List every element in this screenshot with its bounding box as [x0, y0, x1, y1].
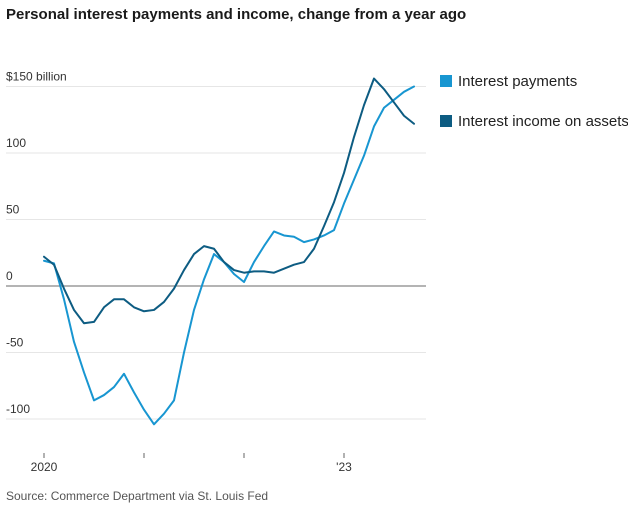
y-axis-tick-labels: $150 billion 100 50 0 -50 -100 [6, 70, 67, 417]
y-tick-label: 100 [6, 136, 26, 150]
legend: Interest payments Interest income on asse… [440, 73, 628, 130]
legend-swatch [440, 75, 452, 87]
x-tick-label: '23 [336, 460, 352, 474]
chart-title: Personal interest payments and income, c… [6, 6, 467, 23]
series-lines [43, 77, 415, 426]
x-tick-label: 2020 [31, 460, 58, 474]
y-tick-label: -100 [6, 402, 30, 416]
x-axis [43, 453, 345, 458]
x-axis-tick-labels: 2020 '23 [31, 460, 352, 474]
gridlines [6, 86, 426, 420]
y-tick-label: 0 [6, 269, 13, 283]
y-tick-label: $150 billion [6, 70, 67, 84]
legend-label: Interest payments [458, 73, 577, 90]
series-line-interest-income [43, 77, 415, 325]
y-tick-label: -50 [6, 336, 24, 350]
y-tick-label: 50 [6, 203, 20, 217]
source-note: Source: Commerce Department via St. Loui… [6, 489, 269, 503]
legend-label: Interest income on assets [458, 113, 628, 130]
legend-swatch [440, 115, 452, 127]
series-line-interest-payments [43, 85, 415, 426]
